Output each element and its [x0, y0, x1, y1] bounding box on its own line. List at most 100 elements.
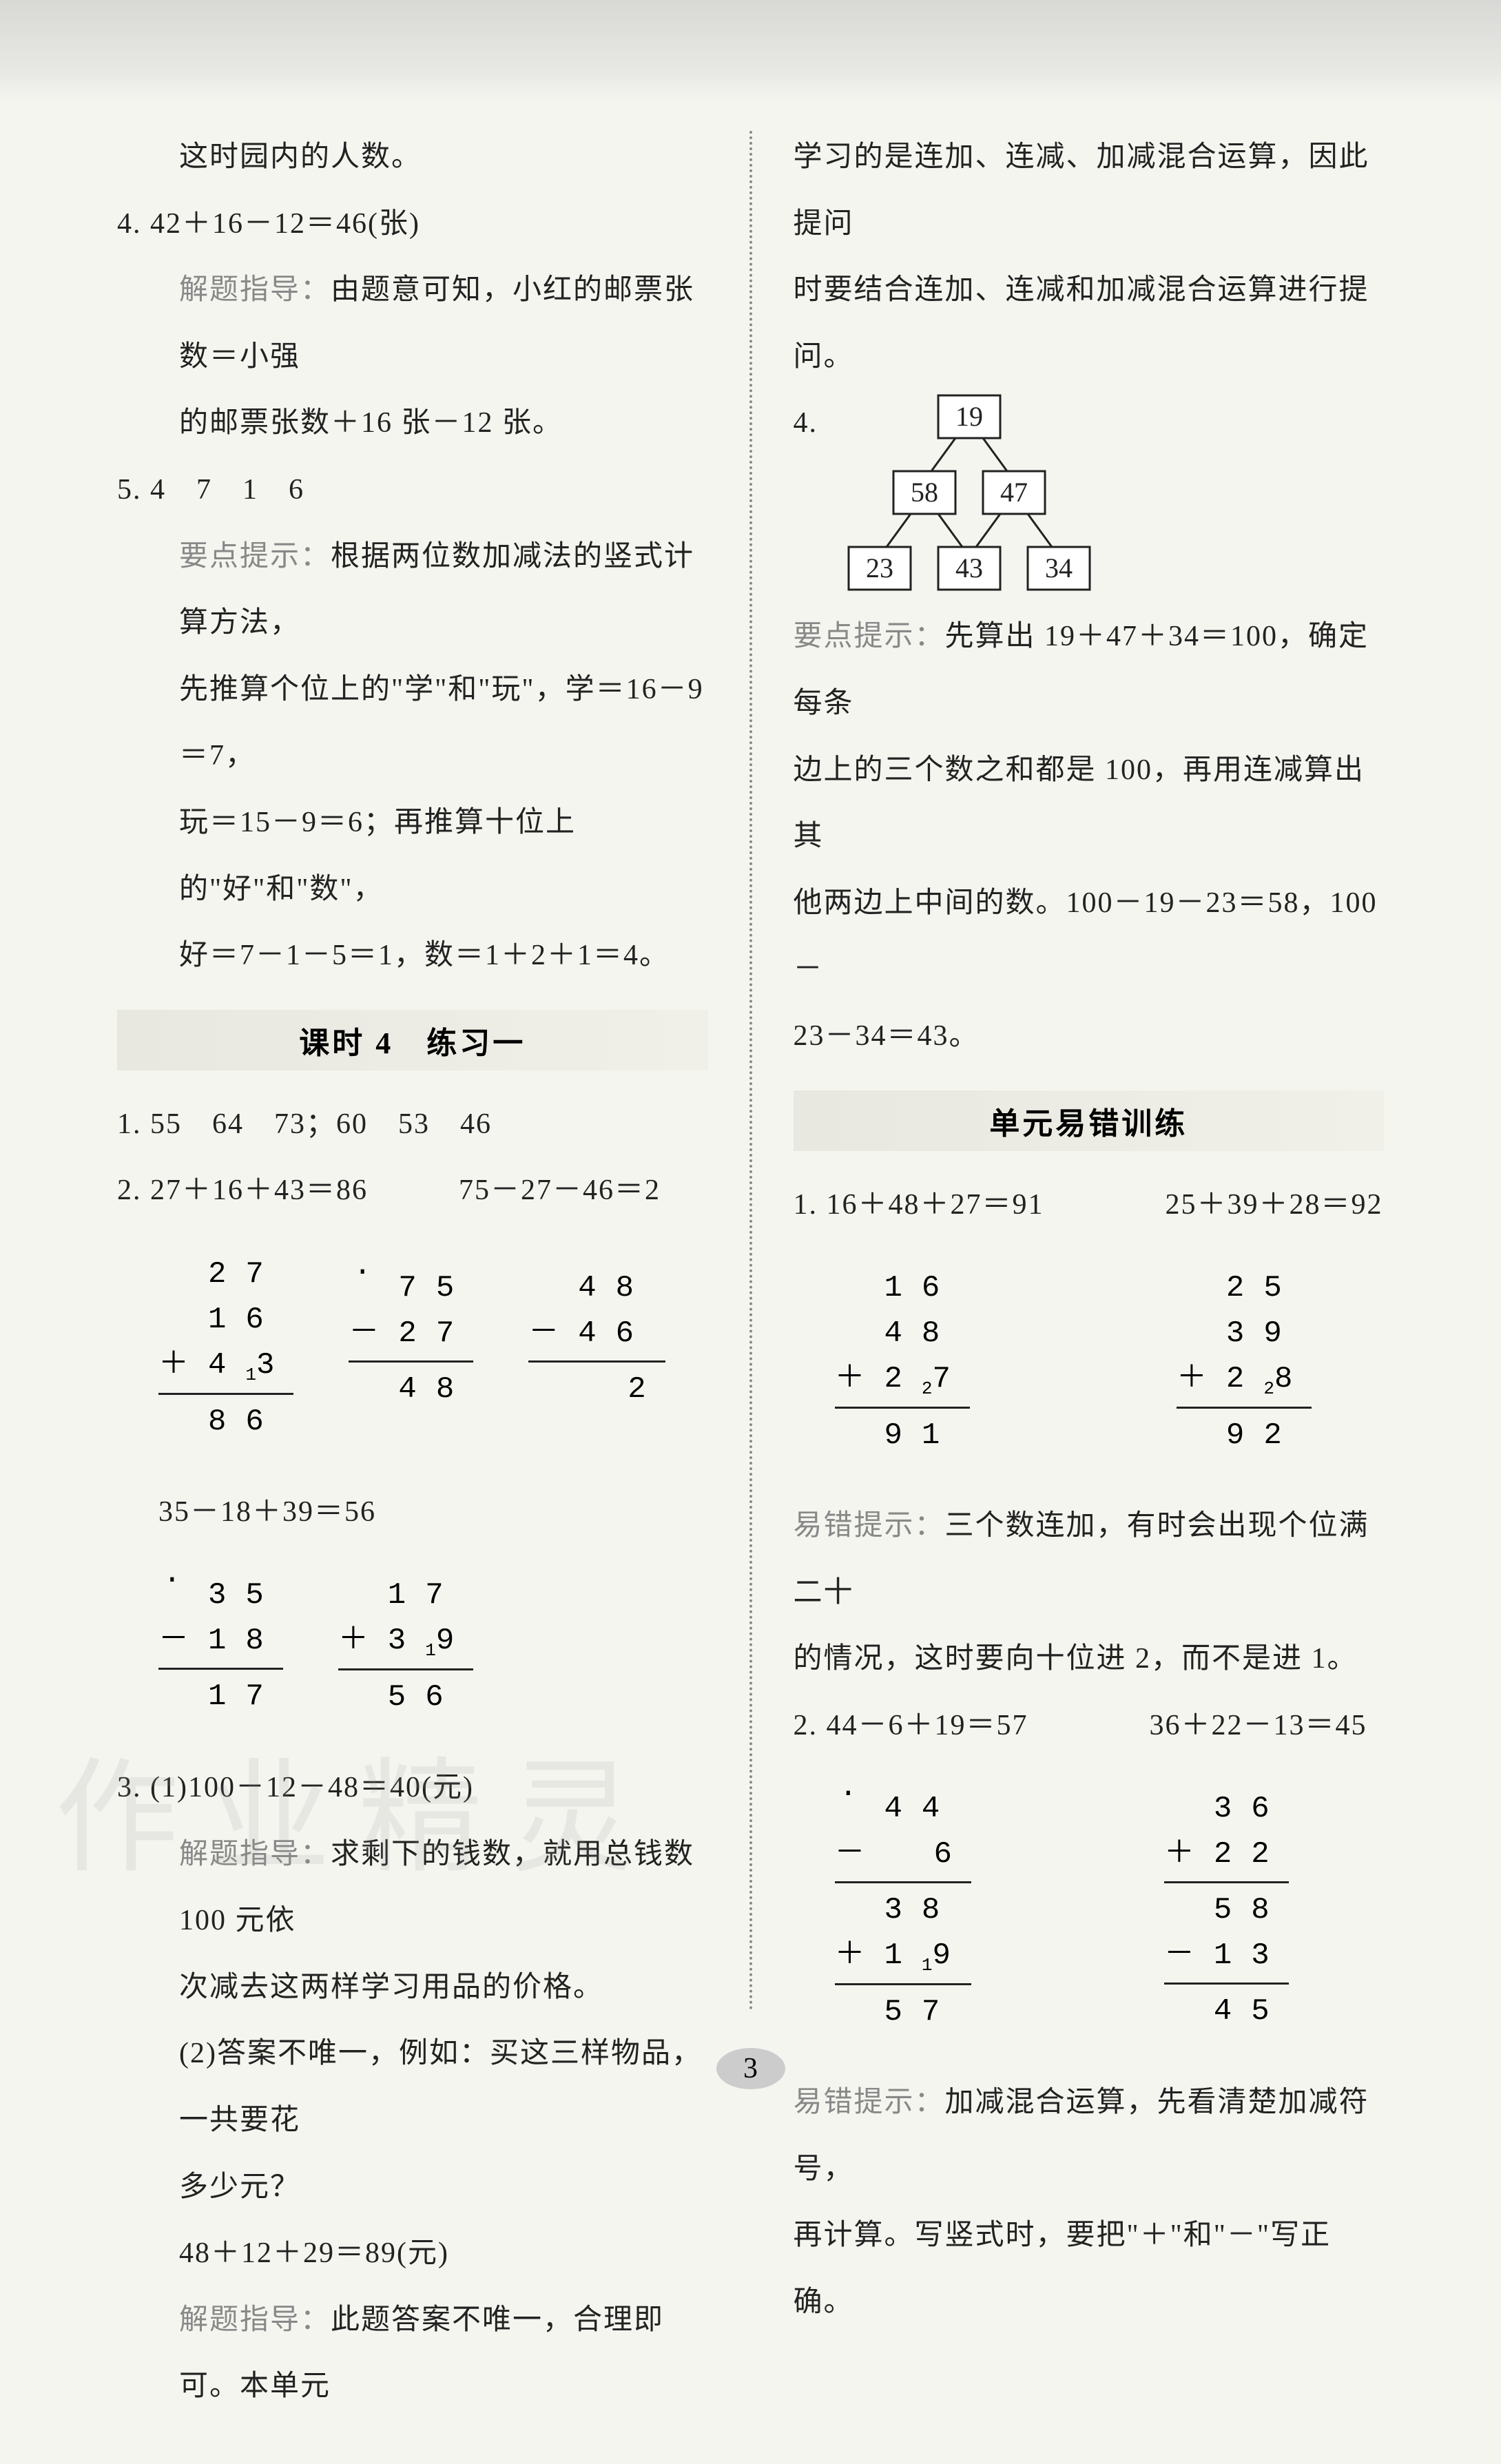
calc-row: － 6 [835, 1832, 971, 1883]
vertical-calc-group: 27 16 ＋413 86 75 －27 48 48 －46 2 [158, 1238, 708, 1458]
calc-row: ＋22 [1164, 1832, 1289, 1883]
vertical-calc: 27 16 ＋413 86 [158, 1252, 293, 1445]
q3-2a: (2)答案不唯一，例如：买这三样物品，一共要花 [117, 2020, 708, 2153]
guide-label: 解题指导： [179, 1839, 331, 1870]
vertical-calc-group: 35 －18 17 17 ＋319 56 [158, 1559, 708, 1734]
q2: 2. 44－6＋19＝57 36＋22－13＝45 [794, 1692, 1385, 1759]
calc-row: 36 [1164, 1786, 1289, 1832]
calc-row: 57 [835, 1989, 971, 2035]
problem-4-eq: 4. 42＋16－12＝46(张) [117, 191, 708, 258]
tip-label: 要点提示： [794, 621, 945, 652]
calc-row: ＋119 [835, 1933, 971, 1985]
guide-line: 的邮票张数＋16 张－12 张。 [117, 390, 708, 457]
calc-row: 75 [349, 1265, 473, 1311]
calc-row: 92 [1177, 1413, 1312, 1458]
error-tip-label: 易错提示： [794, 2087, 945, 2118]
decorative-header [0, 0, 1501, 103]
calc-row: 16 [835, 1265, 970, 1311]
tip-line: 边上的三个数之和都是 100，再用连减算出其 [794, 737, 1385, 870]
calc-row: ＋413 [158, 1343, 293, 1395]
guide-line: 次减去这两样学习用品的价格。 [117, 1954, 708, 2021]
calc-row: 48 [835, 1311, 970, 1356]
error-tip-line: 再计算。写竖式时，要把"＋"和"－"写正确。 [794, 2202, 1385, 2335]
pyramid-tree-diagram: 19 58 47 23 43 34 [828, 390, 1117, 603]
error-tip-line: 的情况，这时要向十位进 2，而不是进 1。 [794, 1626, 1385, 1692]
vertical-calc: 16 48 ＋227 91 [835, 1265, 970, 1458]
vertical-calc: 25 39 ＋228 92 [1177, 1265, 1312, 1458]
guide-label: 解题指导： [179, 2304, 331, 2336]
tip-line: 玩＝15－9＝6；再推算十位上的"好"和"数"， [117, 789, 708, 922]
calc-row: 39 [1177, 1311, 1312, 1356]
tree-node: 43 [955, 552, 983, 583]
vertical-calc: 75 －27 48 [349, 1265, 473, 1445]
tree-node: 19 [955, 401, 983, 432]
vertical-calc: 17 ＋319 56 [338, 1573, 473, 1720]
vertical-calc: 35 －18 17 [158, 1573, 283, 1720]
calc-row: 35 [158, 1573, 283, 1618]
text-line: 学习的是连加、连减、加减混合运算，因此提问 [794, 124, 1385, 257]
tip-line: 先推算个位上的"学"和"玩"，学＝16－9＝7， [117, 656, 708, 789]
calc-row: －46 [528, 1311, 665, 1363]
text-line: 时要结合连加、连减和加减混合运算进行提问。 [794, 257, 1385, 390]
tip-line: 要点提示：根据两位数加减法的竖式计算方法， [117, 524, 708, 656]
calc-row: 27 [158, 1252, 293, 1297]
tip-line: 他两边上中间的数。100－19－23＝58，100－ [794, 870, 1385, 1003]
q2: 2. 27＋16＋43＝86 75－27－46＝2 [117, 1157, 708, 1224]
calc-row: ＋319 [338, 1618, 473, 1670]
vertical-calc: 48 －46 2 [528, 1265, 665, 1445]
error-tip-line: 易错提示：加减混合运算，先看清楚加减符号， [794, 2069, 1385, 2202]
page-number: 3 [716, 2048, 785, 2089]
calc-row: 2 [528, 1367, 665, 1412]
tree-node: 58 [911, 477, 938, 508]
calc-row: －18 [158, 1618, 283, 1670]
calc-row: 17 [158, 1674, 283, 1719]
q3-2b: 多少元？ [117, 2154, 708, 2221]
section-header-lesson4: 课时 4 练习一 [117, 1010, 708, 1070]
calc-row: －27 [349, 1311, 473, 1363]
vertical-calc: 44 － 6 38 ＋119 57 [835, 1786, 971, 2035]
calc-row: 48 [528, 1265, 665, 1311]
vertical-calc-group: 44 － 6 38 ＋119 57 36 ＋22 58 －13 45 [835, 1772, 1385, 2049]
tip-line: 要点提示：先算出 19＋47＋34＝100，确定每条 [794, 603, 1385, 736]
calc-row: 86 [158, 1399, 293, 1445]
guide-label: 解题指导： [179, 274, 331, 306]
text-line: 这时园内的人数。 [117, 124, 708, 191]
q4-label: 4. [794, 390, 828, 457]
tree-node: 34 [1045, 552, 1073, 583]
calc-row: 38 [835, 1887, 971, 1933]
tip-line: 23－34＝43。 [794, 1003, 1385, 1070]
page-content: 这时园内的人数。 4. 42＋16－12＝46(张) 解题指导：由题意可知，小红… [0, 103, 1501, 2461]
q3-2c: 48＋12＋29＝89(元) [117, 2220, 708, 2287]
problem-5: 5. 4 7 1 6 [117, 457, 708, 524]
guide-line: 解题指导：由题意可知，小红的邮票张数＝小强 [117, 257, 708, 390]
calc-row: ＋227 [835, 1356, 970, 1409]
guide-line: 解题指导：求剩下的钱数，就用总钱数 100 元依 [117, 1821, 708, 1954]
calc-row: 16 [158, 1297, 293, 1343]
tip-label: 要点提示： [179, 541, 331, 572]
calc-row: 56 [338, 1675, 473, 1720]
error-tip-line: 易错提示：三个数连加，有时会出现个位满二十 [794, 1493, 1385, 1626]
q2b: 35－18＋39＝56 [117, 1479, 708, 1546]
calc-row: ＋228 [1177, 1356, 1312, 1409]
error-tip-label: 易错提示： [794, 1510, 945, 1542]
q1: 1. 16＋48＋27＝91 25＋39＋28＝92 [794, 1172, 1385, 1239]
tree-node: 47 [1000, 477, 1028, 508]
tree-node: 23 [866, 552, 893, 583]
calc-row: －13 [1164, 1933, 1289, 1985]
vertical-calc-group: 16 48 ＋227 91 25 39 ＋228 92 [835, 1252, 1385, 1472]
guide-line: 解题指导：此题答案不唯一，合理即可。本单元 [117, 2287, 708, 2420]
q3-1: 3. (1)100－12－48＝40(元) [117, 1754, 708, 1821]
calc-row: 45 [1164, 1989, 1289, 2034]
section-header-error-training: 单元易错训练 [794, 1090, 1385, 1151]
calc-row: 44 [835, 1786, 971, 1832]
calc-row: 17 [338, 1573, 473, 1618]
left-column: 这时园内的人数。 4. 42＋16－12＝46(张) 解题指导：由题意可知，小红… [90, 124, 749, 2420]
calc-row: 48 [349, 1367, 473, 1412]
vertical-calc: 36 ＋22 58 －13 45 [1164, 1786, 1289, 2035]
right-column: 学习的是连加、连减、加减混合运算，因此提问 时要结合连加、连减和加减混合运算进行… [752, 124, 1412, 2420]
calc-row: 25 [1177, 1265, 1312, 1311]
calc-row: 58 [1164, 1887, 1289, 1933]
tip-line: 好＝7－1－5＝1，数＝1＋2＋1＝4。 [117, 922, 708, 989]
q1: 1. 55 64 73；60 53 46 [117, 1091, 708, 1158]
calc-row: 91 [835, 1413, 970, 1458]
